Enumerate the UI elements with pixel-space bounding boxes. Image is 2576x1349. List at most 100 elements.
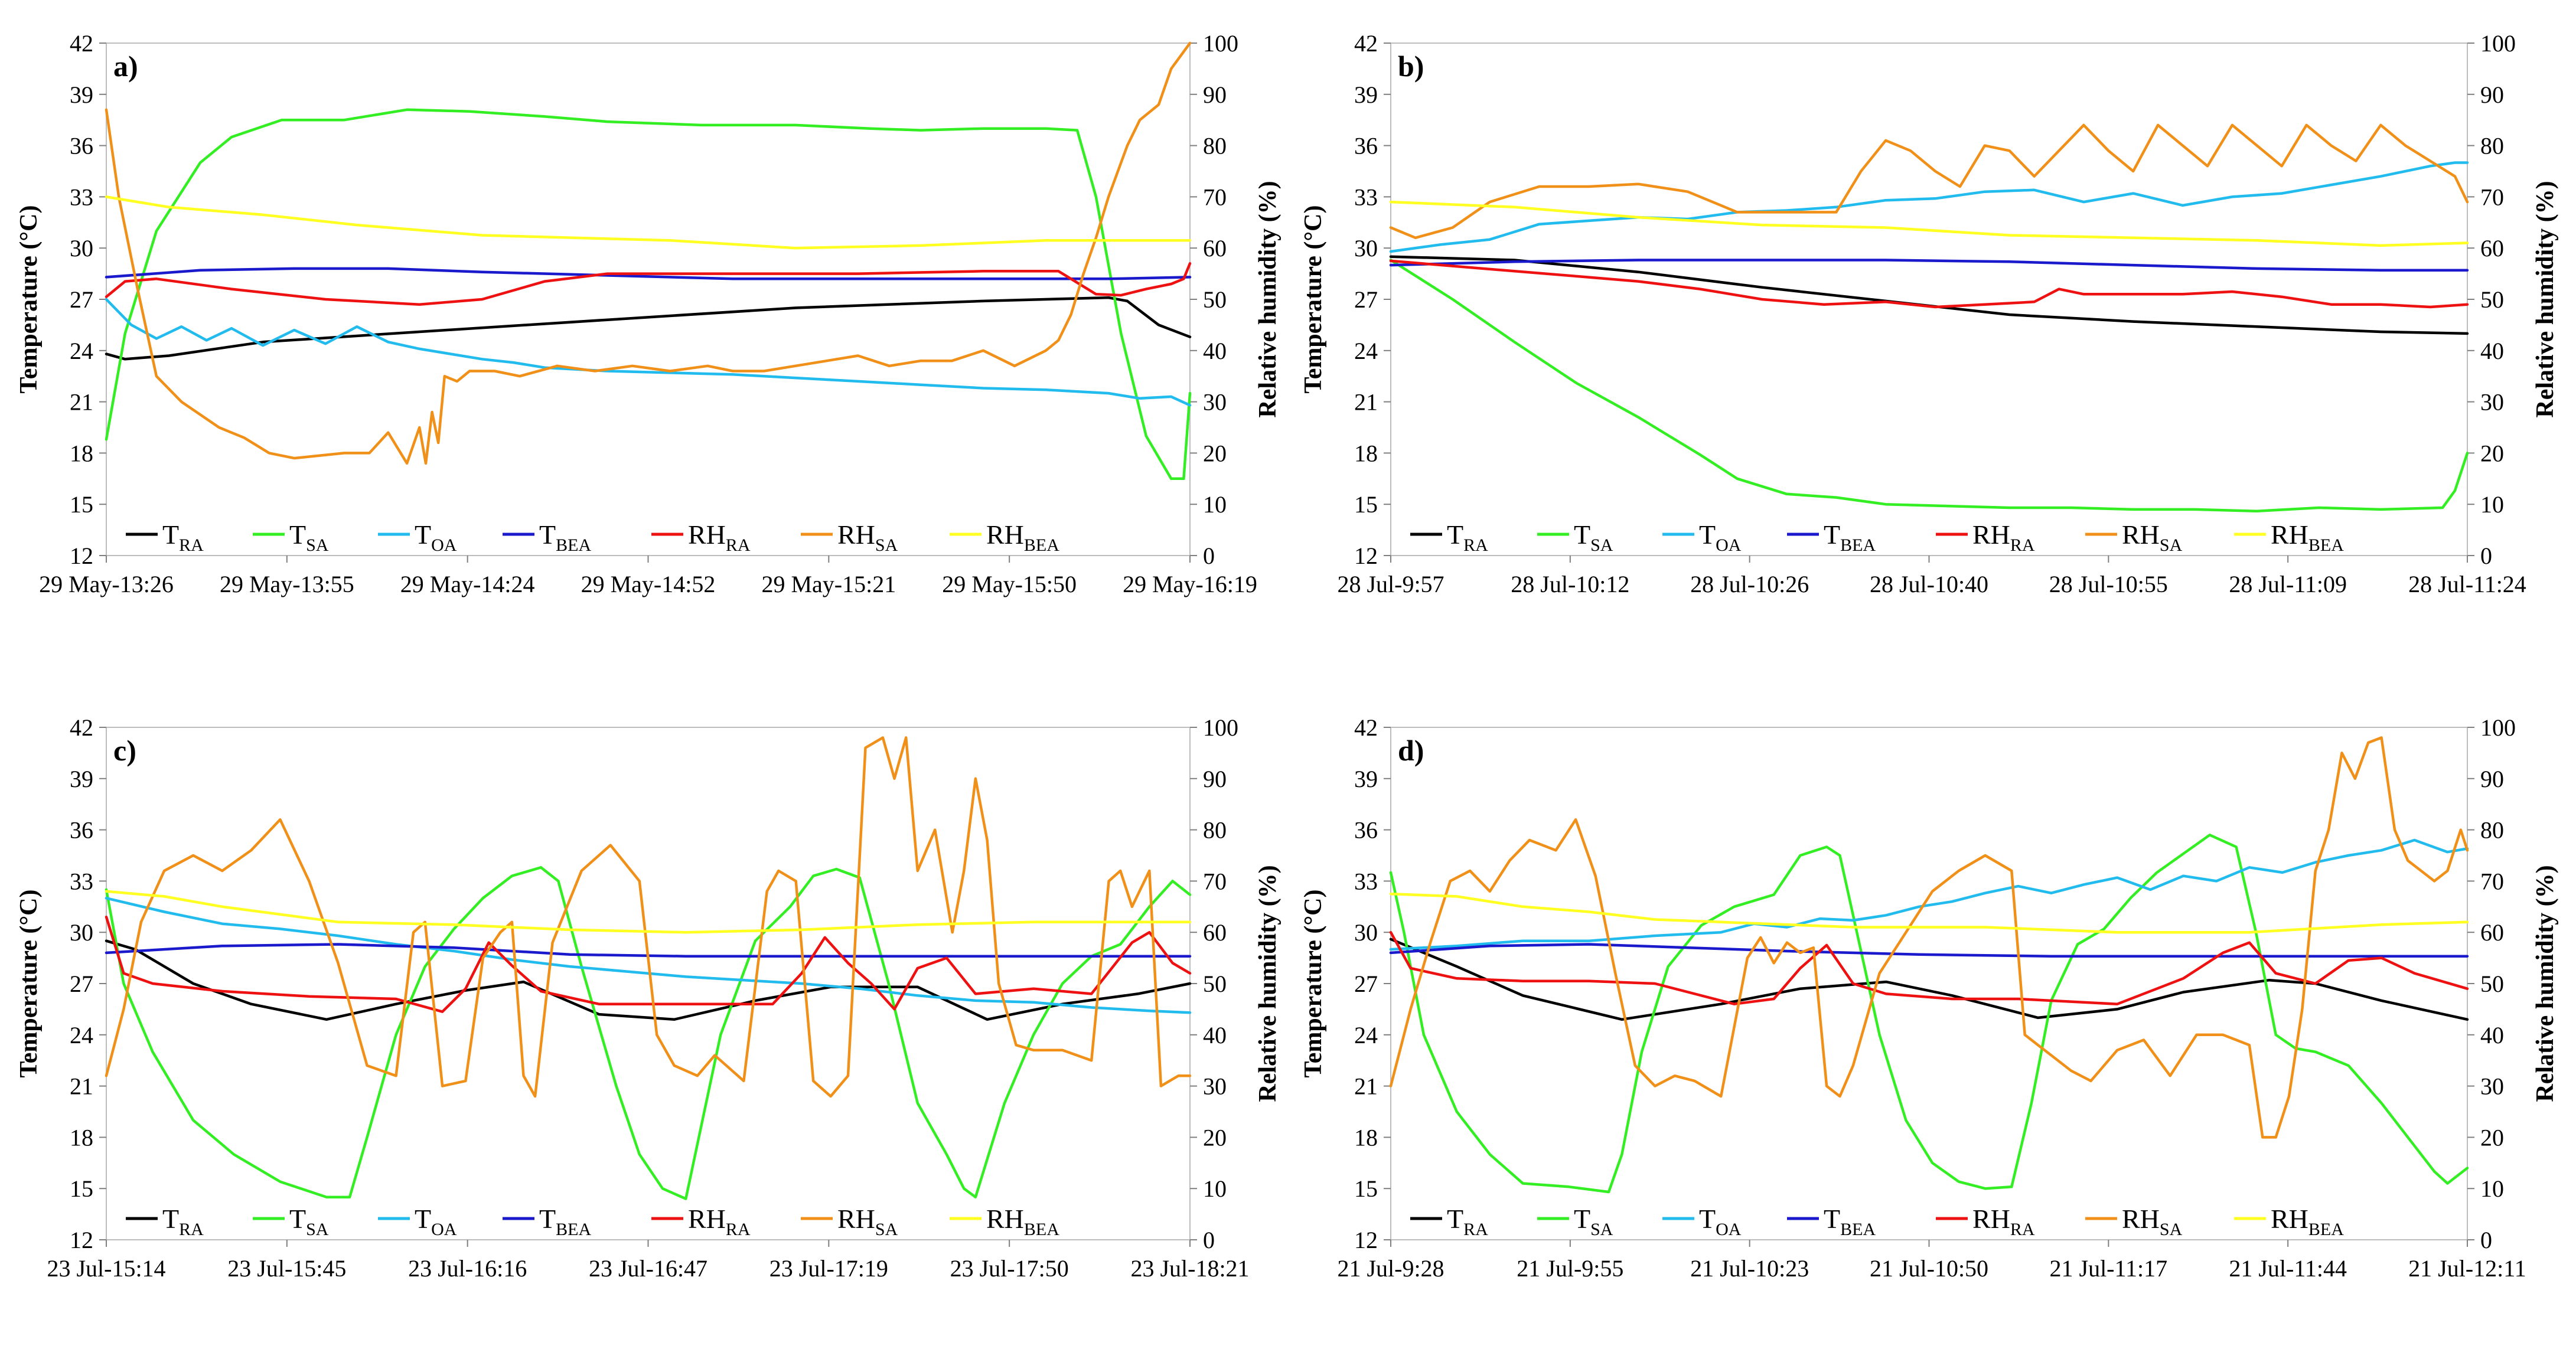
right-tick-label: 0 [2480,543,2492,569]
legend-label: TSA [1574,520,1613,555]
left-tick-label: 24 [1354,338,1378,364]
left-tick-label: 21 [1354,1073,1378,1100]
series-line-rh-ra [1389,259,2469,309]
series-line-rh-ra [105,915,1192,1013]
x-tick-label: 28 Jul-10:55 [2049,571,2168,597]
y-axis-title-right: Relative humidity (%) [1254,865,1282,1102]
y-axis-title-right: Relative humidity (%) [2532,181,2559,417]
left-tick-label: 15 [70,1175,93,1202]
left-tick-label: 15 [70,491,93,518]
left-tick-label: 33 [70,184,93,210]
series-line-rh-sa [1389,736,2469,1139]
legend-label: TSA [289,1204,329,1239]
right-tick-label: 100 [2480,714,2516,741]
plot-area [1390,43,2468,556]
right-tick-label: 20 [2480,440,2504,466]
right-tick-label: 60 [1203,235,1227,262]
right-tick-label: 70 [1203,184,1227,210]
left-tick-label: 33 [1354,184,1378,210]
left-tick-label: 27 [1354,971,1378,997]
y-axis-title-left: Temperature (°C) [1300,890,1327,1078]
series-line-t-ra [105,296,1192,361]
x-tick-label: 21 Jul-11:17 [2050,1255,2168,1282]
series-line-rh-sa [105,736,1192,1098]
legend-label: RHRA [1972,1204,2035,1239]
right-tick-label: 60 [1203,919,1227,946]
legend-label: TRA [162,520,204,555]
x-tick-label: 28 Jul-11:24 [2408,571,2526,597]
x-tick-label: 28 Jul-10:26 [1690,571,1809,597]
left-tick-label: 42 [70,30,93,57]
left-tick-label: 12 [70,543,93,569]
x-tick-label: 29 May-15:50 [942,571,1077,597]
legend-label: TBEA [539,1204,591,1239]
left-tick-label: 21 [70,389,93,416]
x-tick-label: 23 Jul-15:45 [227,1255,346,1282]
series-line-t-bea [1389,943,2469,958]
left-tick-label: 12 [1354,1227,1378,1253]
y-axis-title-left: Temperature (°C) [1300,205,1327,394]
series-line-t-oa [1389,161,2469,253]
right-tick-label: 40 [1203,1022,1227,1049]
series-line-rh-bea [1389,200,2469,247]
series-line-t-ra [1389,255,2469,335]
right-tick-label: 50 [1203,286,1227,313]
series-line-rh-bea [1389,892,2469,934]
left-tick-label: 33 [70,868,93,894]
left-tick-label: 21 [1354,389,1378,416]
left-tick-label: 18 [70,1124,93,1151]
right-tick-label: 70 [2480,868,2504,894]
x-tick-label: 29 May-13:26 [39,571,174,597]
x-tick-label: 23 Jul-15:14 [47,1255,165,1282]
x-tick-label: 21 Jul-10:50 [1870,1255,1988,1282]
right-tick-label: 20 [1203,440,1227,466]
left-tick-label: 18 [1354,440,1378,466]
left-tick-label: 30 [1354,919,1378,946]
legend-label: RHSA [837,1204,898,1239]
right-tick-label: 30 [1203,1073,1227,1100]
x-tick-label: 23 Jul-18:21 [1130,1255,1249,1282]
right-tick-label: 10 [2480,491,2504,518]
left-tick-label: 39 [70,766,93,792]
panel-label: b) [1398,50,1424,83]
series-line-t-bea [1389,259,2469,272]
right-tick-label: 20 [2480,1124,2504,1151]
legend-label: TSA [1574,1204,1613,1239]
left-tick-label: 33 [1354,868,1378,894]
right-tick-label: 40 [2480,338,2504,364]
right-tick-label: 20 [1203,1124,1227,1151]
x-tick-label: 21 Jul-11:44 [2229,1255,2347,1282]
right-tick-label: 0 [2480,1227,2492,1253]
right-tick-label: 30 [2480,389,2504,416]
series-line-rh-sa [105,41,1192,465]
left-tick-label: 30 [70,235,93,262]
x-tick-label: 21 Jul-9:55 [1517,1255,1623,1282]
left-tick-label: 27 [70,286,93,313]
right-tick-label: 70 [2480,184,2504,210]
left-tick-label: 27 [1354,286,1378,313]
panel-a: 12 15 18 21 24 27 30 33 36 39 42 0 10 20 30 40 50 60 70 80 9… [15,30,1282,597]
panel-d: 12 15 18 21 24 27 30 33 36 39 42 0 10 20 30 40 50 60 70 80 9… [1300,714,2559,1282]
left-tick-label: 36 [1354,817,1378,844]
series-line-t-oa [105,298,1192,407]
right-tick-label: 80 [1203,817,1227,844]
legend-label: RHRA [1972,520,2035,555]
legend-label: TOA [415,1204,457,1239]
left-tick-label: 42 [70,714,93,741]
legend-label: RHRA [688,520,751,555]
right-tick-label: 100 [1203,30,1238,57]
y-axis-title-right: Relative humidity (%) [2532,865,2559,1102]
panel-c: 12 15 18 21 24 27 30 33 36 39 42 0 10 20 30 40 50 60 70 80 9… [15,714,1282,1282]
right-tick-label: 100 [2480,30,2516,57]
x-tick-label: 23 Jul-17:19 [769,1255,888,1282]
left-tick-label: 18 [1354,1124,1378,1151]
right-tick-label: 40 [1203,338,1227,364]
legend-label: RHSA [837,520,898,555]
x-tick-label: 29 May-14:52 [581,571,716,597]
legend-label: TRA [162,1204,204,1239]
series-line-t-oa [105,897,1192,1014]
left-tick-label: 36 [70,817,93,844]
left-tick-label: 15 [1354,491,1378,518]
legend-label: TBEA [1824,1204,1876,1239]
series-line-rh-ra [105,262,1192,306]
